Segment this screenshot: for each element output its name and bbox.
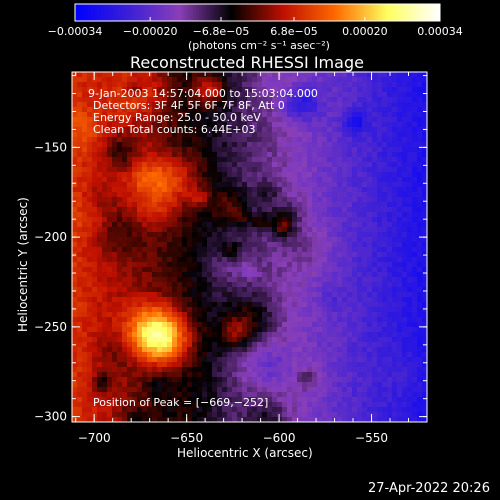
colorbar-tick-label: 6.8e−05 (270, 25, 317, 38)
colorbar-tick-label: 0.00020 (342, 25, 388, 38)
annotation-detectors: Detectors: 3F 4F 5F 6F 7F 8F, Att 0 (93, 99, 285, 112)
x-tick-label: −550 (355, 431, 388, 445)
annotation-time-range: 9-Jan-2003 14:57:04.000 to 15:03:04.000 (88, 87, 318, 100)
y-tick-label: −150 (34, 140, 67, 154)
y-axis-label: Heliocentric Y (arcsec) (16, 197, 30, 332)
colorbar (75, 4, 440, 21)
footer-timestamp: 27-Apr-2022 20:26 (368, 481, 490, 496)
x-tick-label: −600 (263, 431, 296, 445)
colorbar-units-label: (photons cm⁻² s⁻¹ asec⁻²) (188, 39, 330, 52)
annotation-clean-counts: Clean Total counts: 6.44E+03 (93, 123, 256, 136)
x-axis-label: Heliocentric X (arcsec) (177, 446, 313, 460)
y-tick-label: −250 (34, 320, 67, 334)
y-tick-label: −300 (34, 410, 67, 424)
colorbar-tick-label: −0.00020 (123, 25, 178, 38)
y-tick-label: −200 (34, 230, 67, 244)
x-tick-label: −650 (170, 431, 203, 445)
colorbar-tick-label: −6.8e−05 (193, 25, 250, 38)
chart-title: Reconstructed RHESSI Image (130, 53, 364, 72)
x-tick-label: −700 (78, 431, 111, 445)
annotation-energy-range: Energy Range: 25.0 - 50.0 keV (93, 111, 261, 124)
colorbar-tick-label: −0.00034 (48, 25, 103, 38)
peak-position-label: Position of Peak = [−669,−252] (93, 396, 269, 409)
colorbar-tick-label: 0.00034 (417, 25, 463, 38)
